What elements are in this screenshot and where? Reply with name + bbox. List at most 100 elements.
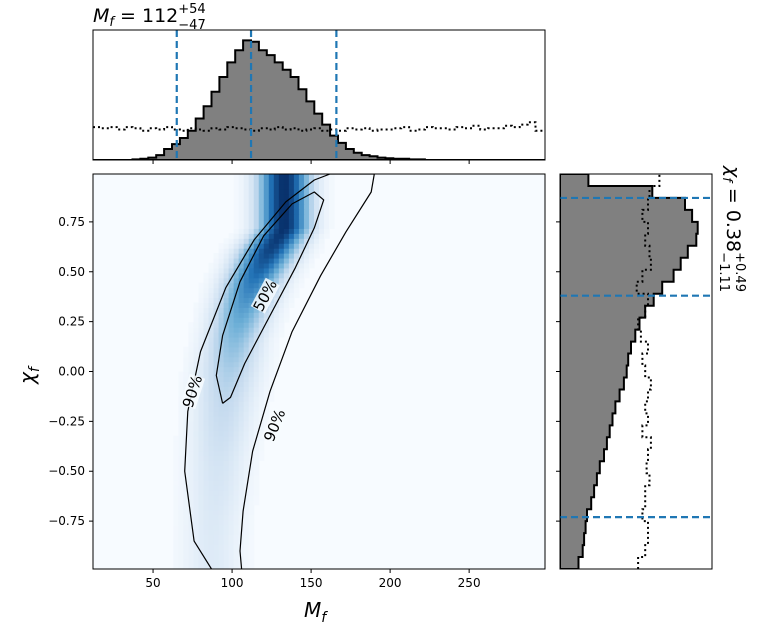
heatmap-cell [243, 406, 250, 412]
heatmap-cell [283, 218, 290, 224]
heatmap-cell [238, 297, 245, 303]
heatmap-cell [243, 401, 250, 407]
heatmap-cell [278, 198, 285, 205]
heatmap-cell [203, 445, 210, 452]
heatmap-cell [263, 396, 270, 402]
heatmap-cell [223, 327, 230, 333]
heatmap-cell [308, 218, 315, 224]
heatmap-cell [268, 243, 275, 249]
heatmap-cell [253, 267, 260, 274]
heatmap-cell [288, 253, 295, 259]
heatmap-cell [223, 475, 230, 481]
heatmap-cell [198, 465, 205, 471]
heatmap-cell [193, 480, 200, 486]
heatmap-cell [223, 499, 230, 506]
heatmap-cell [213, 450, 220, 457]
heatmap-cell [203, 401, 210, 407]
heatmap-cell [319, 193, 325, 200]
heatmap-cell [228, 490, 235, 496]
heatmap-cell [218, 361, 225, 368]
heatmap-cell [253, 312, 260, 318]
heatmap-cell [233, 366, 240, 373]
heatmap-cell [213, 297, 220, 303]
heatmap-cell [248, 183, 255, 190]
heatmap-cell [213, 346, 220, 353]
heatmap-cell [283, 297, 290, 303]
heatmap-cell [243, 381, 250, 387]
heatmap-cell [253, 327, 260, 333]
heatmap-cell [253, 396, 260, 402]
heatmap-cell [319, 213, 325, 220]
heatmap-cell [203, 554, 210, 560]
heatmap-cell [183, 490, 190, 496]
heatmap-cell [208, 361, 215, 368]
heatmap-cell [293, 282, 300, 289]
heatmap-cell [243, 317, 250, 323]
heatmap-cell [203, 282, 210, 289]
heatmap-cell [198, 396, 205, 402]
heatmap-cell [268, 262, 275, 269]
heatmap-cell [253, 475, 260, 481]
heatmap-cell [238, 371, 245, 378]
heatmap-cell [248, 376, 255, 382]
heatmap-cell [258, 208, 265, 215]
heatmap-cell [273, 317, 280, 323]
heatmap-cell [233, 391, 240, 397]
heatmap-cell [218, 317, 225, 323]
heatmap-cell [203, 272, 210, 279]
heatmap-cell [223, 267, 230, 274]
heatmap-cell [248, 529, 255, 536]
heatmap-cell [173, 445, 179, 452]
heatmap-cell [228, 297, 235, 303]
heatmap-cell [183, 460, 190, 466]
heatmap-cell [213, 420, 220, 427]
heatmap-cell [223, 494, 230, 501]
heatmap-cell [218, 257, 225, 264]
heatmap-cell [223, 514, 230, 521]
heatmap-cell [213, 253, 220, 259]
heatmap-cell [319, 183, 325, 190]
heatmap-cell [173, 475, 179, 481]
heatmap-cell [278, 248, 285, 254]
heatmap-cell [263, 183, 270, 190]
heatmap-cell [238, 178, 245, 185]
heatmap-cell [248, 490, 255, 496]
heatmap-cell [258, 317, 265, 323]
heatmap-cell [283, 208, 290, 215]
heatmap-cell [198, 490, 205, 496]
heatmap-cell [233, 272, 240, 279]
heatmap-cell [263, 243, 270, 249]
heatmap-cell [243, 435, 250, 442]
y-tick-label: 0.50 [58, 265, 85, 279]
heatmap-cell [248, 223, 255, 229]
heatmap-cell [278, 228, 285, 234]
heatmap-cell [173, 460, 179, 466]
heatmap-cell [223, 262, 230, 269]
heatmap-cell [253, 411, 260, 417]
heatmap-cell [258, 391, 265, 397]
heatmap-cell [233, 460, 240, 466]
heatmap-cell [203, 440, 210, 447]
heatmap-cell [208, 376, 215, 382]
heatmap-cell [233, 317, 240, 323]
heatmap-cell [243, 529, 250, 536]
heatmap-cell [329, 213, 335, 220]
heatmap-cell [218, 494, 225, 501]
heatmap-cell [288, 203, 295, 210]
heatmap-cell [203, 366, 210, 373]
heatmap-cell [248, 411, 255, 417]
heatmap-cell [258, 253, 265, 259]
heatmap-cell [233, 332, 240, 338]
heatmap-cell [208, 346, 215, 353]
heatmap-cell [218, 534, 225, 540]
heatmap-cell [243, 455, 250, 461]
heatmap-cell [238, 480, 245, 486]
heatmap-cell [238, 188, 245, 195]
heatmap-cell [263, 420, 270, 427]
heatmap-cell [198, 336, 205, 343]
heatmap-cell [178, 480, 184, 486]
x-axis-label: Mf [304, 598, 328, 626]
heatmap-cell [308, 257, 315, 264]
heatmap-cell [253, 386, 260, 392]
heatmap-cell [248, 391, 255, 397]
